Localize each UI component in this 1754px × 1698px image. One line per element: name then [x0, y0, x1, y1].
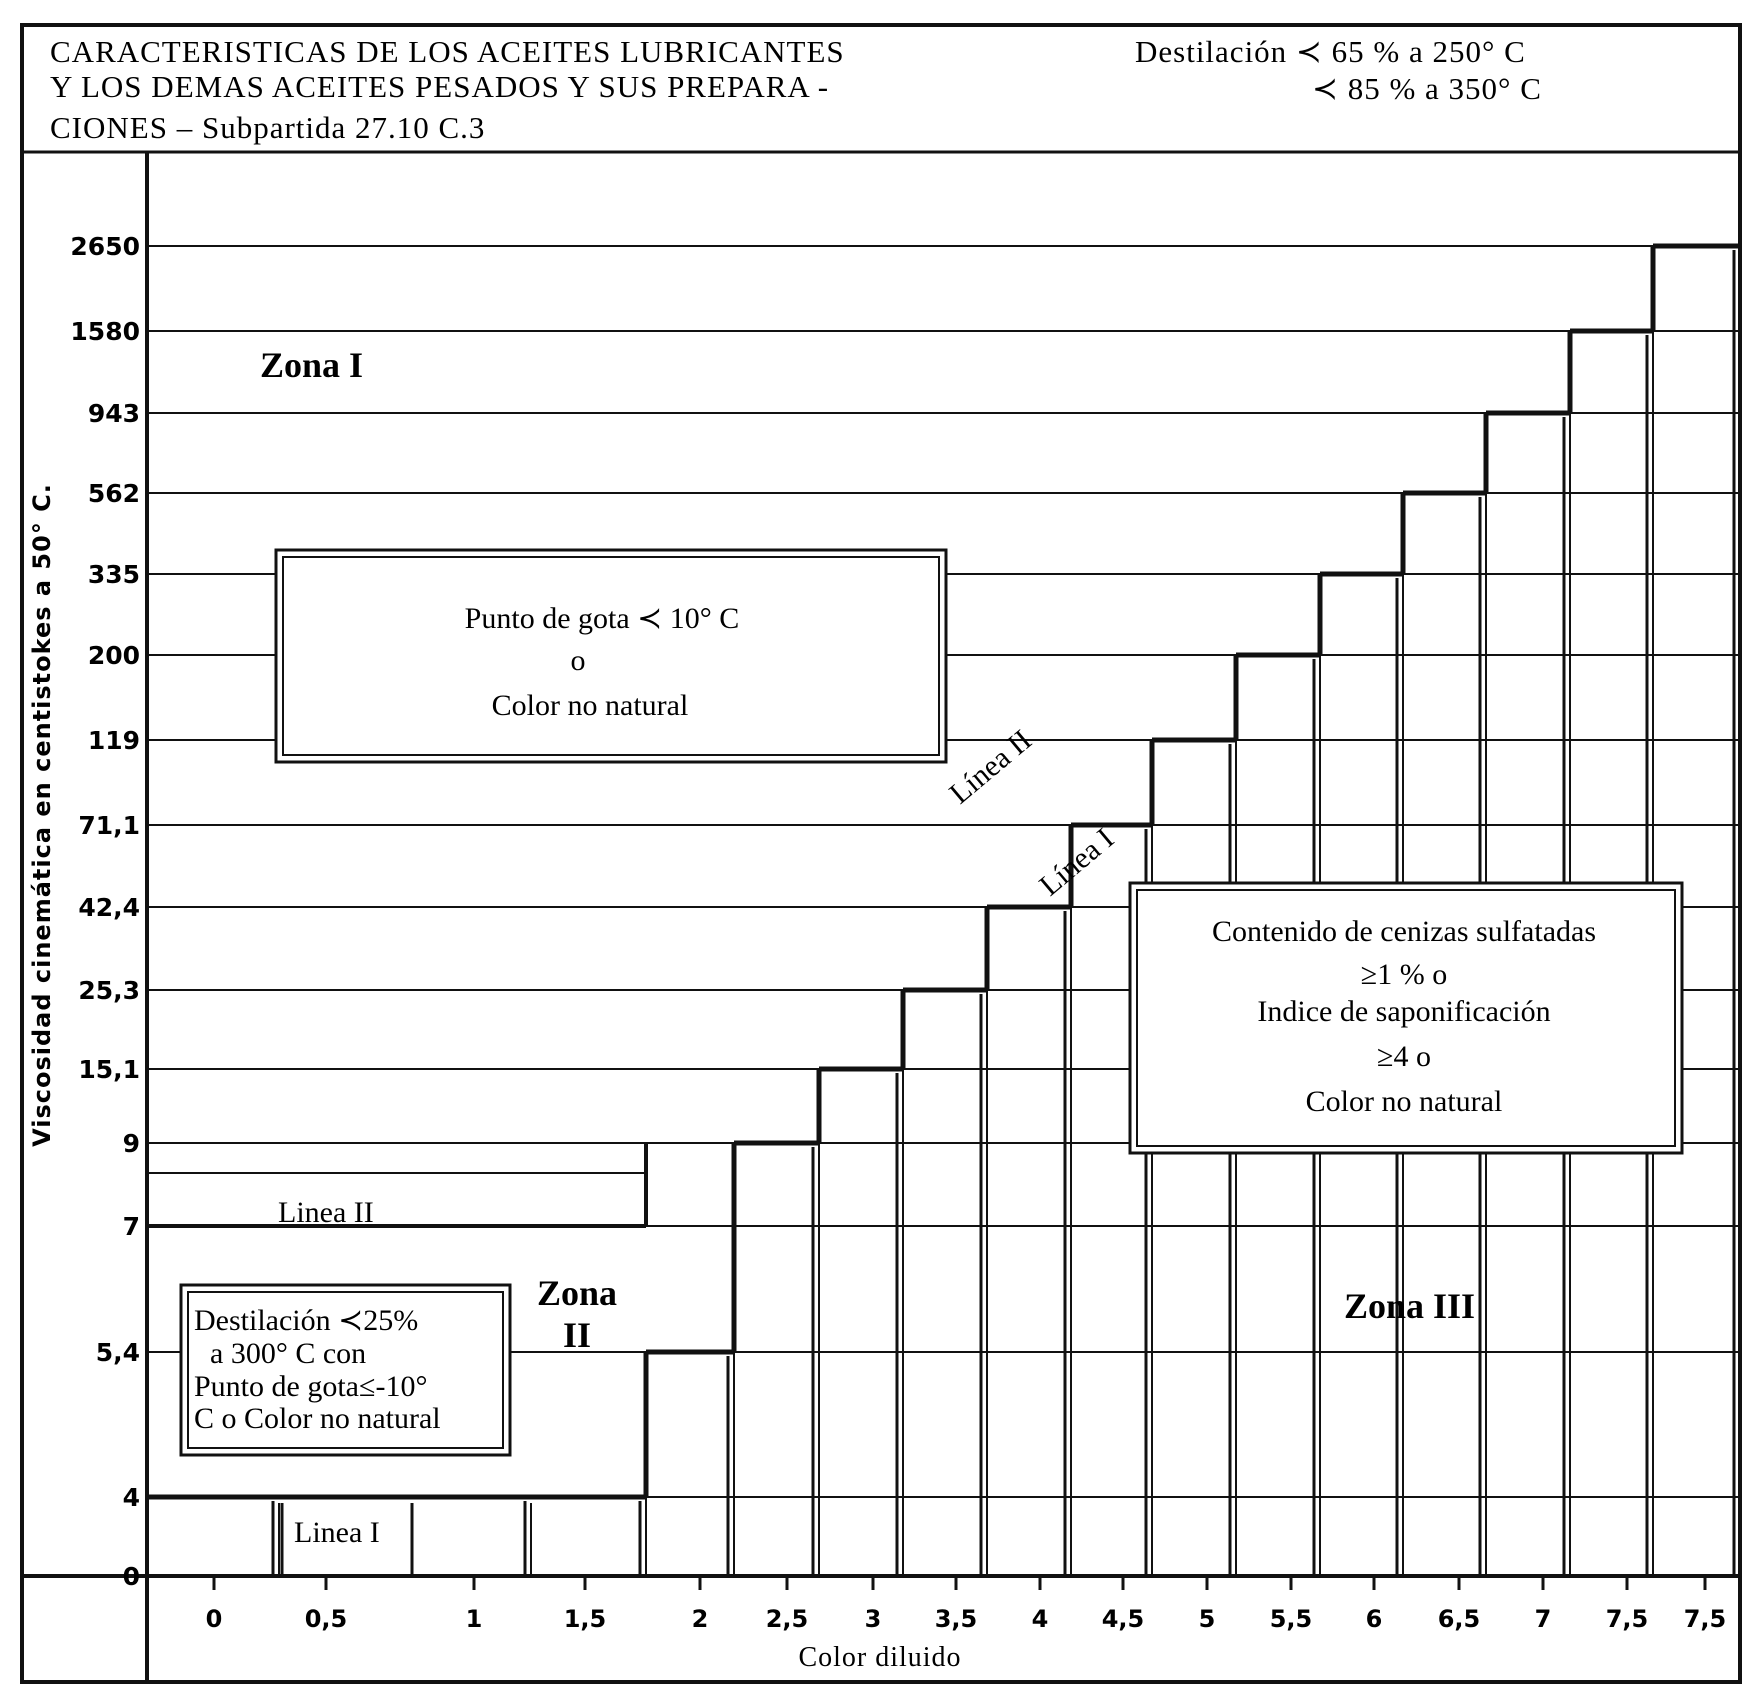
- box-left-line-1: Destilación ≺25%: [194, 1304, 418, 1337]
- zone-i-label: Zona I: [260, 345, 363, 385]
- x-tick-label: 4: [1032, 1605, 1049, 1633]
- x-tick-label: 3,5: [935, 1605, 978, 1633]
- box-right-line-5: Color no natural: [1306, 1085, 1503, 1118]
- box-left-line-4: C o Color no natural: [194, 1402, 441, 1435]
- annotation-box-top: Punto de gota ≺ 10° C o Color no natural: [274, 548, 948, 764]
- linea-i-bottom-label: Linea I: [294, 1516, 380, 1549]
- y-tick-label: 2650: [70, 232, 140, 261]
- x-tick-label: 7,5: [1606, 1605, 1649, 1633]
- y-tick-label: 0: [123, 1562, 140, 1591]
- x-tick-label: 6,5: [1438, 1605, 1481, 1633]
- title-line-1: CARACTERISTICAS DE LOS ACEITES LUBRICANT…: [50, 34, 845, 69]
- x-tick-label: 5: [1199, 1605, 1216, 1633]
- x-tick-label: 7,5: [1684, 1605, 1727, 1633]
- y-tick-label: 1580: [70, 317, 140, 346]
- box-left-line-3: Punto de gota≤-10°: [194, 1370, 427, 1403]
- header-distillation: Destilación ≺ 65 % a 250° C ≺ 85 % a 350…: [1135, 34, 1542, 106]
- y-axis-label: Viscosidad cinemática en centistokes a 5…: [28, 483, 56, 1147]
- x-axis-label: Color diluido: [798, 1642, 961, 1673]
- box-top-line-2: o: [571, 644, 586, 677]
- x-tick-label: 5,5: [1270, 1605, 1313, 1633]
- y-tick-label: 9: [123, 1129, 140, 1158]
- x-tick-label: 4,5: [1102, 1605, 1145, 1633]
- box-top-line-3: Color no natural: [492, 689, 689, 722]
- y-tick-label: 15,1: [78, 1055, 140, 1084]
- axis-ticks: 045,47915,125,342,471,111920033556294315…: [70, 232, 1726, 1633]
- x-tick-label: 3: [865, 1605, 882, 1633]
- y-tick-label: 42,4: [78, 893, 140, 922]
- zone-ii-label-line-2: II: [563, 1315, 591, 1355]
- linea-ii-left-label: Linea II: [278, 1196, 374, 1229]
- linea-i-bottom-label-box: Linea I: [280, 1503, 414, 1576]
- linea-ii-diag-label: Línea II: [943, 724, 1038, 811]
- y-tick-label: 7: [123, 1212, 140, 1241]
- y-tick-label: 119: [88, 726, 140, 755]
- y-tick-label: 562: [88, 479, 140, 508]
- y-tick-label: 200: [88, 641, 140, 670]
- box-right-line-3: Indice de saponificación: [1257, 995, 1550, 1028]
- linea-i-diag-label: Línea I: [1033, 822, 1120, 902]
- y-tick-label: 335: [88, 560, 140, 589]
- y-tick-label: 25,3: [78, 976, 140, 1005]
- box-right-line-4: ≥4 o: [1377, 1040, 1431, 1073]
- box-right-line-2: ≥1 % o: [1361, 958, 1447, 991]
- header-right-line-1: Destilación ≺ 65 % a 250° C: [1135, 34, 1526, 69]
- box-top-line-1: Punto de gota ≺ 10° C: [465, 602, 740, 635]
- x-tick-label: 2: [692, 1605, 709, 1633]
- annotation-box-left: Destilación ≺25% a 300° C con Punto de g…: [179, 1283, 512, 1457]
- x-tick-label: 0: [206, 1605, 223, 1633]
- chart-title: CARACTERISTICAS DE LOS ACEITES LUBRICANT…: [50, 34, 845, 145]
- y-tick-label: 943: [88, 399, 140, 428]
- x-tick-label: 1,5: [564, 1605, 607, 1633]
- header-right-line-2: ≺ 85 % a 350° C: [1312, 71, 1542, 106]
- box-left-line-2: a 300° C con: [210, 1337, 366, 1370]
- x-tick-label: 6: [1366, 1605, 1383, 1633]
- outer-frame: [20, 23, 1742, 1684]
- y-tick-label: 71,1: [78, 811, 140, 840]
- y-tick-label: 5,4: [96, 1338, 140, 1367]
- annotation-box-right: Contenido de cenizas sulfatadas ≥1 % o I…: [1128, 881, 1684, 1155]
- title-line-2: Y LOS DEMAS ACEITES PESADOS Y SUS PREPAR…: [50, 69, 829, 104]
- x-tick-label: 1: [466, 1605, 483, 1633]
- zone-iii-label: Zona III: [1344, 1286, 1475, 1326]
- box-right-line-1: Contenido de cenizas sulfatadas: [1212, 915, 1596, 948]
- x-tick-label: 0,5: [305, 1605, 348, 1633]
- title-line-3: CIONES – Subpartida 27.10 C.3: [50, 110, 485, 145]
- x-tick-label: 7: [1535, 1605, 1552, 1633]
- x-tick-label: 2,5: [766, 1605, 809, 1633]
- zone-ii-label-line-1: Zona: [537, 1273, 617, 1313]
- y-tick-label: 4: [123, 1483, 140, 1512]
